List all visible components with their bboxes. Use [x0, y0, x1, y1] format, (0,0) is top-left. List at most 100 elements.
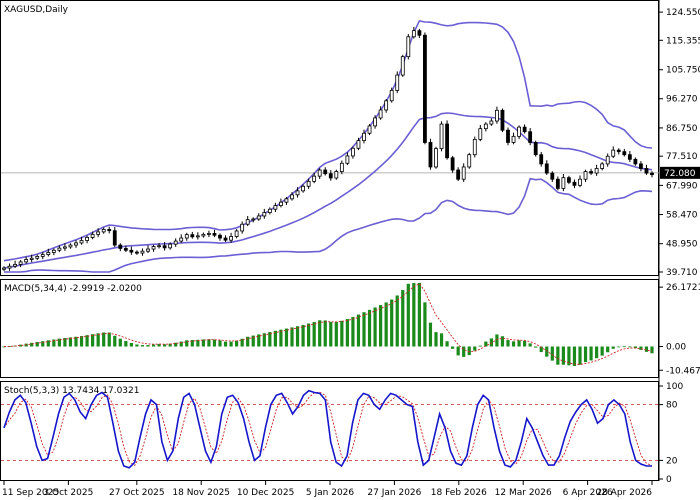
candle-body [478, 128, 483, 140]
candle-body [18, 261, 23, 265]
macd-histogram-bar [423, 302, 427, 347]
x-tick-label: 6 Apr 2026 [563, 488, 613, 498]
macd-histogram-bar [246, 336, 250, 347]
macd-histogram-bar [650, 346, 654, 354]
candle-body [539, 154, 544, 165]
candle-body [522, 126, 527, 133]
y-axis-labels: 124.550 115.355 105.750 96.270 86.750 77.510 6… [659, 8, 700, 485]
bollinger-upper-line [3, 19, 653, 262]
candle-body [101, 229, 106, 233]
price-plot [1, 19, 659, 273]
candle-body [578, 178, 582, 186]
candle-body [339, 162, 344, 172]
candle-body [544, 163, 549, 174]
candle-body [290, 194, 294, 200]
macd-signal-line [3, 283, 653, 365]
candle-body [373, 117, 377, 127]
macd-histogram-bar [390, 299, 394, 347]
macd-histogram-bar [506, 340, 510, 347]
candle-body [555, 178, 560, 189]
price-y-tick-label: 105.750 [666, 66, 700, 76]
candle-body [295, 190, 300, 196]
macd-histogram-bar [567, 346, 571, 366]
x-tick-label: 28 Apr 2026 [596, 488, 652, 498]
price-y-tick-label: 39.710 [666, 268, 698, 278]
candle-body [146, 248, 150, 252]
price-y-tick-label: 58.470 [666, 211, 698, 221]
candle-body [195, 235, 200, 238]
candle-body [506, 129, 510, 143]
candle-body [567, 177, 571, 183]
x-tick-label: 11 Sep 2025 [2, 488, 59, 498]
candle-body [639, 163, 643, 169]
macd-histogram-bar [279, 329, 283, 347]
macd-histogram-bar [307, 323, 311, 347]
candle-body [90, 233, 95, 238]
candle-body [423, 34, 427, 143]
macd-histogram-bar [439, 333, 444, 347]
macd-histogram-bar [434, 332, 438, 347]
candle-body [57, 247, 62, 251]
macd-histogram-bar [517, 340, 521, 347]
candle-body [650, 172, 654, 176]
candle-body [157, 245, 161, 248]
macd-histogram-bar [412, 283, 416, 347]
current-price-tag-bg [660, 166, 700, 179]
macd-y-tick-label: 0.00 [666, 343, 686, 353]
macd-histogram-bar [362, 312, 366, 347]
candle-body [129, 249, 134, 253]
candle-body [378, 109, 383, 119]
candle-body [190, 234, 195, 238]
candle-body [112, 230, 117, 246]
macd-histogram-bar [240, 338, 244, 347]
macd-histogram-bar [63, 338, 67, 347]
candle-body [627, 154, 632, 160]
candle-body [279, 201, 283, 206]
x-tick-label: 5 Jan 2026 [306, 488, 354, 498]
candle-body [107, 229, 112, 232]
candle-body [85, 237, 89, 241]
macd-histogram-bar [79, 336, 84, 347]
candle-body [356, 140, 361, 149]
candle-body [245, 219, 250, 225]
macd-histogram-bar [644, 346, 649, 352]
candle-body [207, 233, 211, 235]
macd-histogram-bar [135, 344, 139, 347]
macd-histogram-bar [622, 346, 626, 348]
macd-histogram-bar [478, 345, 482, 347]
candle-body [633, 158, 638, 165]
macd-histogram-bar [124, 341, 128, 347]
macd-histogram-bar [273, 330, 277, 347]
candle-body [345, 155, 350, 164]
macd-histogram-bar [257, 334, 261, 347]
macd-histogram-bar [462, 346, 466, 357]
candle-body [622, 151, 627, 156]
macd-histogram-bar [312, 322, 316, 347]
candle-body [489, 120, 494, 125]
candle-body [328, 173, 333, 179]
macd-histogram-bar [268, 332, 272, 347]
candle-body [594, 168, 599, 174]
macd-histogram-bar [329, 321, 333, 347]
candle-body [234, 230, 239, 237]
macd-histogram-bar [235, 340, 239, 347]
x-tick-label: 10 Dec 2025 [237, 488, 295, 498]
stoch-y-tick-label: 80 [666, 401, 678, 411]
candle-body [317, 169, 322, 177]
candle-body [528, 131, 533, 143]
macd-histogram-bar [417, 283, 421, 347]
macd-histogram-bar [284, 328, 289, 347]
candle-body [605, 155, 610, 165]
macd-histogram-bar [384, 302, 388, 347]
candle-body [35, 256, 40, 259]
candle-body [7, 265, 12, 269]
macd-histogram-bar [68, 337, 73, 347]
x-tick-label: 18 Feb 2026 [431, 488, 487, 498]
price-y-tick-label: 124.550 [666, 8, 700, 18]
candle-body [251, 218, 256, 221]
candle-body [301, 185, 305, 192]
candle-body [334, 171, 339, 179]
macd-plot [2, 283, 654, 367]
candle-body [179, 237, 184, 242]
candle-body [40, 254, 45, 257]
